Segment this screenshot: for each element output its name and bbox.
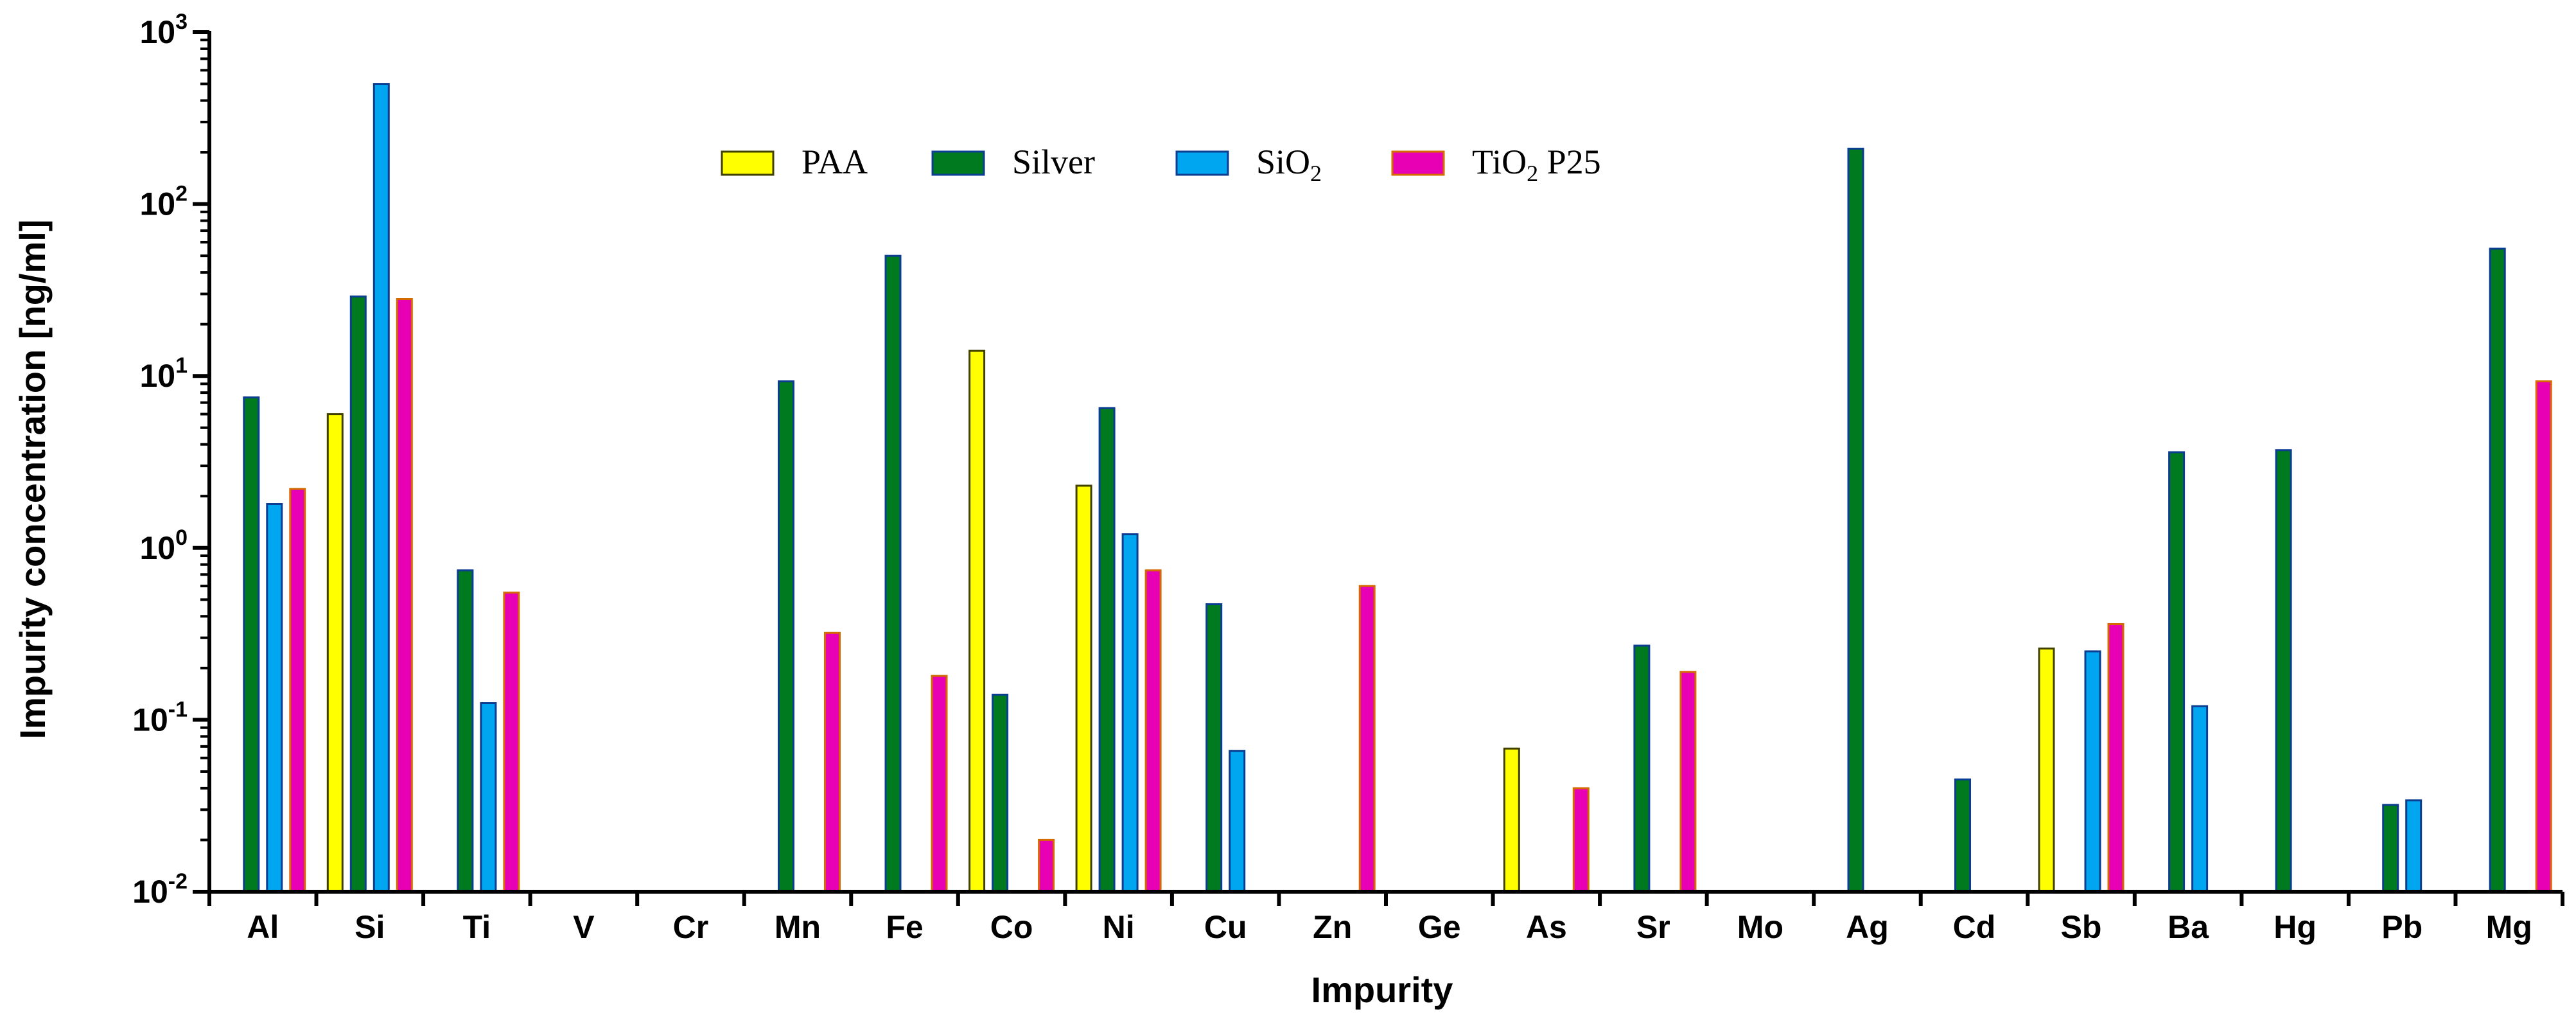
x-tick-label: Si (355, 909, 385, 945)
x-tick-label: Cr (673, 909, 709, 945)
bar-paa-si (326, 413, 344, 893)
x-tick-label: V (573, 909, 595, 945)
y-tick-label: 101 (139, 353, 188, 394)
bar-sio2-cu (1229, 750, 1246, 893)
y-axis-title: Impurity concentration [ng/ml] (12, 220, 53, 739)
y-tick-label: 10-2 (132, 869, 188, 910)
bar-tio2-p25-al (289, 488, 306, 893)
y-axis: 103 102 101 100 10-1 10-2 (132, 10, 211, 910)
bar-tio2-p25-mg (2535, 380, 2552, 893)
x-tick-label: Mg (2486, 909, 2532, 945)
bar-tio2-p25-zn (1358, 585, 1376, 893)
legend-label: SiO2 (1256, 143, 1322, 186)
bar-silver-hg (2275, 449, 2292, 893)
bar-tio2-p25-mn (824, 632, 841, 893)
bar-tio2-p25-ti (503, 591, 520, 893)
bar-silver-ag (1847, 147, 1864, 893)
y-tick-label: 10-1 (132, 697, 188, 738)
x-tick-label: Mn (775, 909, 821, 945)
bar-paa-sb (2038, 647, 2055, 893)
x-tick-label: Co (990, 909, 1033, 945)
bar-sio2-ti (480, 702, 497, 893)
legend-swatch (1391, 150, 1445, 176)
x-tick-label: Cd (1953, 909, 1996, 945)
bar-sio2-sb (2084, 650, 2101, 893)
x-tick-label: Ni (1103, 909, 1135, 945)
x-axis: Al Si Ti V Cr Mn Fe Co Ni Cu Zn Ge As Sr Mo Ag Cd Sb Ba Hg P… (207, 890, 2564, 945)
bars-layer (243, 83, 2552, 893)
x-tick-label: Ge (1418, 909, 1461, 945)
y-tick-label: 100 (139, 526, 188, 566)
y-tick-label: 103 (139, 10, 188, 50)
bar-silver-ba (2168, 451, 2186, 893)
legend-label: TiO2 P25 (1472, 143, 1601, 186)
x-tick-label: Sb (2061, 909, 2102, 945)
x-tick-label: Pb (2381, 909, 2423, 945)
legend-swatch (721, 150, 775, 176)
bar-silver-cd (1954, 778, 1971, 893)
bar-paa-ni (1075, 484, 1092, 893)
x-tick-label: Zn (1313, 909, 1352, 945)
legend-label: Silver (1012, 143, 1095, 181)
bar-silver-mn (778, 380, 794, 893)
bar-tio2-p25-as (1572, 787, 1590, 893)
bar-sio2-ni (1121, 533, 1139, 893)
bar-silver-si (349, 296, 367, 893)
y-tick-label: 102 (139, 182, 188, 222)
bar-silver-mg (2489, 247, 2506, 893)
bar-sio2-pb (2405, 799, 2423, 893)
bar-silver-fe (884, 254, 902, 893)
bar-silver-cu (1205, 603, 1223, 893)
legend: PAA Silver SiO2 TiO2 P25 (721, 143, 1601, 186)
bar-sio2-ba (2191, 705, 2209, 893)
bar-tio2-p25-sr (1679, 671, 1697, 893)
x-tick-label: Hg (2274, 909, 2317, 945)
bar-tio2-p25-sb (2107, 623, 2125, 893)
x-tick-label: Mo (1737, 909, 1783, 945)
x-tick-label: Al (247, 909, 279, 945)
x-tick-label: As (1526, 909, 1567, 945)
bar-silver-pb (2382, 804, 2399, 893)
x-axis-title: Impurity (1311, 969, 1453, 1010)
x-tick-label: Ti (463, 909, 491, 945)
bar-silver-al (243, 396, 260, 893)
x-tick-label: Ba (2168, 909, 2209, 945)
bar-tio2-p25-co (1038, 838, 1055, 893)
legend-label: PAA (802, 143, 868, 181)
x-tick-label: Cu (1204, 909, 1247, 945)
bar-silver-ni (1098, 407, 1116, 893)
bar-silver-sr (1633, 644, 1651, 893)
legend-swatch (931, 150, 985, 176)
bar-silver-co (992, 693, 1009, 893)
x-tick-label: Fe (886, 909, 923, 945)
bar-sio2-si (372, 83, 390, 893)
bar-tio2-p25-si (396, 298, 413, 893)
bar-silver-ti (457, 569, 474, 893)
legend-swatch (1175, 150, 1229, 176)
bar-paa-as (1503, 747, 1520, 893)
bar-paa-co (968, 349, 986, 893)
bar-sio2-al (266, 503, 283, 893)
x-tick-label: Ag (1846, 909, 1889, 945)
bar-tio2-p25-ni (1144, 569, 1162, 893)
x-tick-label: Sr (1636, 909, 1670, 945)
bar-tio2-p25-fe (931, 675, 948, 893)
